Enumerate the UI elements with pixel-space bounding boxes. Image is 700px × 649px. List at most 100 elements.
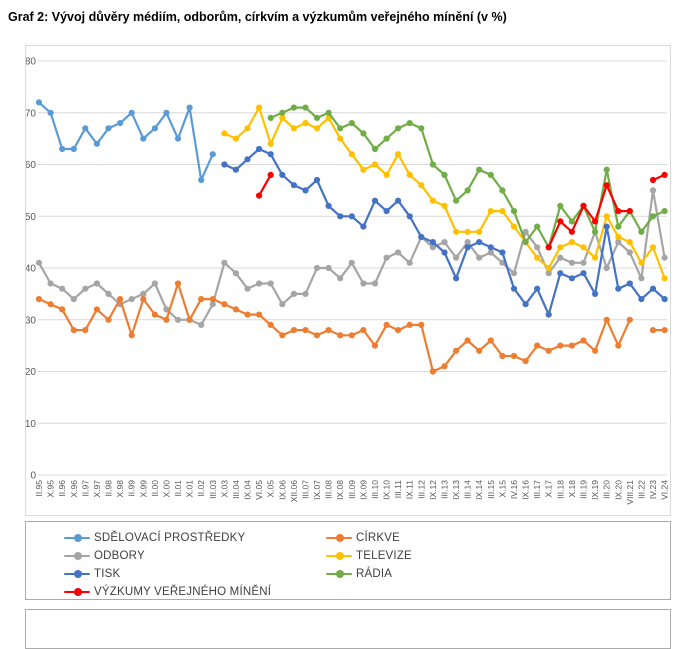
data-point-odbory [35,259,43,266]
legend-dot-icon [335,569,344,578]
svg-text:III.20: III.20 [602,480,612,499]
data-point-cirkve [406,321,413,328]
data-point-sdelovaci-prostredky [163,109,170,116]
legend-item-odbory[interactable]: ODBORY [64,547,326,564]
data-point-cirkve [615,342,622,349]
data-point-radia [267,114,274,121]
series-odbory [35,187,668,328]
svg-text:III.19: III.19 [578,480,588,499]
legend-item-sdelovaci-prostredky[interactable]: SDĚLOVACÍ PROSTŘEDKY [64,529,326,546]
data-point-odbory [221,259,228,266]
data-point-televize [244,125,251,132]
data-point-tisk [360,223,367,230]
legend-dot-icon [73,551,82,560]
data-point-televize [464,228,471,235]
data-point-odbory [626,249,633,256]
legend-item-radia[interactable]: RÁDIA [326,565,670,582]
data-point-televize [499,208,506,215]
data-point-radia [383,135,390,142]
data-point-cirkve [603,316,610,323]
svg-text:X.17: X.17 [544,480,554,498]
series-tisk [221,145,668,318]
data-point-radia [302,104,309,111]
data-point-tisk [487,244,494,251]
legend-item-televize[interactable]: TELEVIZE [326,547,670,564]
legend-marker-cirkve [326,533,352,542]
svg-text:80: 80 [26,57,36,68]
data-point-odbory [151,280,158,287]
data-point-odbory [603,264,610,272]
data-point-sdelovaci-prostredky [59,145,66,153]
data-point-radia [661,208,668,215]
data-point-cirkve [140,296,147,303]
legend-marker-sdelovaci-prostredky [64,533,90,542]
data-point-televize [626,239,633,246]
data-point-odbory [140,290,147,297]
data-point-radia [453,197,460,204]
data-point-cirkve [221,301,228,308]
svg-text:II.00: II.00 [150,480,160,497]
data-point-tisk [395,197,402,204]
legend-dot-icon [73,569,82,578]
svg-text:III.17: III.17 [532,480,542,499]
svg-text:60: 60 [26,160,36,171]
data-point-odbory [510,270,518,277]
svg-text:IX.16: IX.16 [521,480,531,500]
svg-text:X.99: X.99 [138,480,148,498]
svg-text:XII.06: XII.06 [289,480,299,502]
data-point-cirkve [163,316,170,323]
data-point-radia [360,130,367,137]
data-point-cirkve [313,332,321,339]
data-point-tisk [441,249,448,256]
data-point-tisk [290,182,297,189]
data-point-televize [441,202,448,209]
chart-legend: SDĚLOVACÍ PROSTŘEDKY CÍRKVE ODBORY TELEVIZE… [25,521,671,600]
data-point-televize [337,135,344,142]
data-point-vyzkumy-verejneho-mineni [568,228,576,235]
svg-text:III.10: III.10 [370,480,380,499]
legend-label: CÍRKVE [356,531,401,544]
data-point-tisk [603,223,610,230]
data-point-odbory [267,280,274,287]
data-point-televize [313,125,321,132]
data-point-televize [406,171,413,178]
data-point-cirkve [649,327,657,334]
legend-item-vyzkumy-verejneho-mineni[interactable]: VÝZKUMY VEŘEJNÉHO MÍNĚNÍ [64,583,326,600]
data-point-cirkve [568,342,576,349]
svg-text:X.00: X.00 [161,480,171,498]
data-point-cirkve [47,301,54,308]
legend-dot-icon [335,551,344,560]
data-point-cirkve [256,311,263,318]
data-point-radia [418,125,425,132]
legend-item-tisk[interactable]: TISK [64,565,326,582]
data-point-tisk [638,296,645,303]
data-point-sdelovaci-prostredky [151,125,158,132]
data-point-odbory [105,290,112,297]
svg-text:IX.06: IX.06 [277,480,287,500]
svg-text:X.95: X.95 [46,480,56,498]
data-point-televize [348,151,355,158]
data-point-sdelovaci-prostredky [47,109,54,116]
svg-text:III.22: III.22 [636,480,646,499]
data-point-cirkve [383,321,390,328]
data-point-radia [279,109,286,116]
data-point-radia [441,171,448,178]
data-point-televize [429,197,436,204]
svg-text:III.15: III.15 [486,480,496,499]
data-point-vyzkumy-verejneho-mineni [615,208,622,215]
data-point-odbory [198,321,205,328]
data-point-sdelovaci-prostredky [105,125,112,132]
data-point-radia [313,114,321,121]
data-point-tisk [406,213,413,220]
svg-text:III.12: III.12 [416,480,426,499]
legend-label: RÁDIA [356,567,393,580]
data-point-odbory [615,239,622,246]
legend-item-cirkve[interactable]: CÍRKVE [326,529,670,546]
data-point-sdelovaci-prostredky [70,145,77,153]
data-point-tisk [522,301,529,308]
data-point-vyzkumy-verejneho-mineni [267,171,274,178]
data-point-tisk [267,151,274,158]
svg-text:IX.04: IX.04 [243,480,253,500]
svg-text:40: 40 [26,264,36,275]
data-point-odbory [557,254,564,261]
